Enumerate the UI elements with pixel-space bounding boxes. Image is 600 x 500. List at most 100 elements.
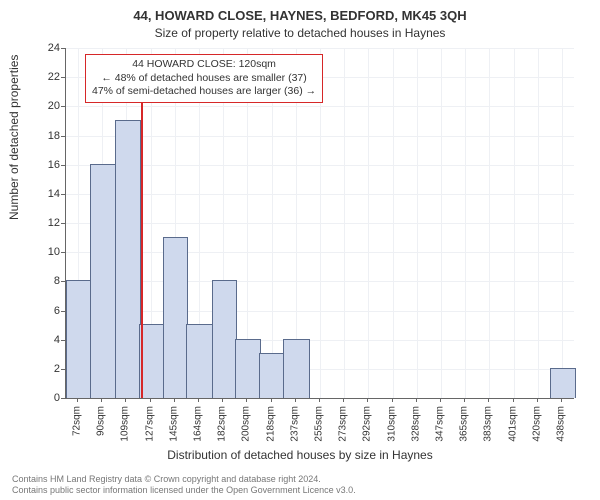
xtick-mark <box>222 398 223 402</box>
xtick-label: 401sqm <box>507 406 518 442</box>
gridline-v <box>489 48 490 398</box>
xtick-mark <box>101 398 102 402</box>
xtick-label: 255sqm <box>314 406 325 442</box>
footer-line1: Contains HM Land Registry data © Crown c… <box>12 474 356 485</box>
ytick-mark <box>61 106 65 107</box>
xtick-mark <box>246 398 247 402</box>
histogram-bar <box>186 324 213 398</box>
histogram-bar <box>550 368 576 398</box>
annotation-line1: 44 HOWARD CLOSE: 120sqm <box>92 58 316 72</box>
ytick-label: 16 <box>30 159 60 171</box>
gridline-v <box>441 48 442 398</box>
xtick-label: 164sqm <box>192 406 203 442</box>
gridline-v <box>562 48 563 398</box>
footer-attribution: Contains HM Land Registry data © Crown c… <box>12 474 356 496</box>
xtick-mark <box>367 398 368 402</box>
histogram-bar <box>259 353 285 398</box>
xtick-mark <box>319 398 320 402</box>
xtick-label: 237sqm <box>289 406 300 442</box>
xtick-mark <box>174 398 175 402</box>
xtick-mark <box>440 398 441 402</box>
ytick-mark <box>61 165 65 166</box>
histogram-bar <box>212 280 238 398</box>
xtick-label: 273sqm <box>338 406 349 442</box>
footer-line2: Contains public sector information licen… <box>12 485 356 496</box>
gridline-v <box>344 48 345 398</box>
xtick-label: 200sqm <box>241 406 252 442</box>
ytick-label: 0 <box>30 392 60 404</box>
chart-title-line1: 44, HOWARD CLOSE, HAYNES, BEDFORD, MK45 … <box>0 8 600 23</box>
histogram-bar <box>90 164 117 398</box>
xtick-label: 218sqm <box>265 406 276 442</box>
xtick-label: 420sqm <box>531 406 542 442</box>
ytick-mark <box>61 340 65 341</box>
xtick-mark <box>77 398 78 402</box>
xtick-label: 292sqm <box>362 406 373 442</box>
gridline-v <box>465 48 466 398</box>
xtick-mark <box>537 398 538 402</box>
ytick-mark <box>61 311 65 312</box>
ytick-label: 20 <box>30 100 60 112</box>
xtick-label: 328sqm <box>410 406 421 442</box>
ytick-label: 14 <box>30 188 60 200</box>
xtick-label: 145sqm <box>168 406 179 442</box>
ytick-mark <box>61 223 65 224</box>
ytick-mark <box>61 398 65 399</box>
ytick-label: 8 <box>30 275 60 287</box>
xtick-mark <box>198 398 199 402</box>
xtick-mark <box>343 398 344 402</box>
xtick-mark <box>464 398 465 402</box>
chart-title-line2: Size of property relative to detached ho… <box>0 26 600 40</box>
annotation-line2: ← 48% of detached houses are smaller (37… <box>92 72 316 86</box>
histogram-bar <box>115 120 141 398</box>
xtick-mark <box>271 398 272 402</box>
ytick-mark <box>61 369 65 370</box>
y-axis-label: Number of detached properties <box>7 55 21 220</box>
xtick-label: 365sqm <box>459 406 470 442</box>
annotation-box: 44 HOWARD CLOSE: 120sqm← 48% of detached… <box>85 54 323 103</box>
histogram-bar <box>163 237 189 398</box>
ytick-label: 2 <box>30 363 60 375</box>
xtick-mark <box>561 398 562 402</box>
marker-line <box>141 98 143 398</box>
xtick-mark <box>416 398 417 402</box>
xtick-label: 347sqm <box>435 406 446 442</box>
xtick-mark <box>150 398 151 402</box>
histogram-bar <box>66 280 92 398</box>
xtick-mark <box>392 398 393 402</box>
xtick-mark <box>295 398 296 402</box>
ytick-label: 4 <box>30 334 60 346</box>
gridline-v <box>514 48 515 398</box>
gridline-v <box>393 48 394 398</box>
histogram-bar <box>235 339 261 398</box>
annotation-line3: 47% of semi-detached houses are larger (… <box>92 85 316 99</box>
xtick-label: 109sqm <box>120 406 131 442</box>
gridline-v <box>417 48 418 398</box>
xtick-label: 90sqm <box>96 406 107 436</box>
ytick-label: 6 <box>30 305 60 317</box>
gridline-v <box>538 48 539 398</box>
xtick-label: 72sqm <box>71 406 82 436</box>
ytick-mark <box>61 194 65 195</box>
xtick-label: 383sqm <box>483 406 494 442</box>
xtick-label: 310sqm <box>386 406 397 442</box>
xtick-label: 127sqm <box>144 406 155 442</box>
x-axis-label: Distribution of detached houses by size … <box>0 448 600 462</box>
xtick-mark <box>125 398 126 402</box>
ytick-label: 18 <box>30 130 60 142</box>
xtick-mark <box>513 398 514 402</box>
ytick-label: 10 <box>30 246 60 258</box>
ytick-mark <box>61 252 65 253</box>
xtick-label: 182sqm <box>217 406 228 442</box>
xtick-mark <box>488 398 489 402</box>
ytick-mark <box>61 136 65 137</box>
ytick-label: 22 <box>30 71 60 83</box>
histogram-bar <box>283 339 310 398</box>
ytick-label: 24 <box>30 42 60 54</box>
ytick-mark <box>61 281 65 282</box>
xtick-label: 438sqm <box>556 406 567 442</box>
ytick-label: 12 <box>30 217 60 229</box>
ytick-mark <box>61 77 65 78</box>
gridline-v <box>368 48 369 398</box>
ytick-mark <box>61 48 65 49</box>
